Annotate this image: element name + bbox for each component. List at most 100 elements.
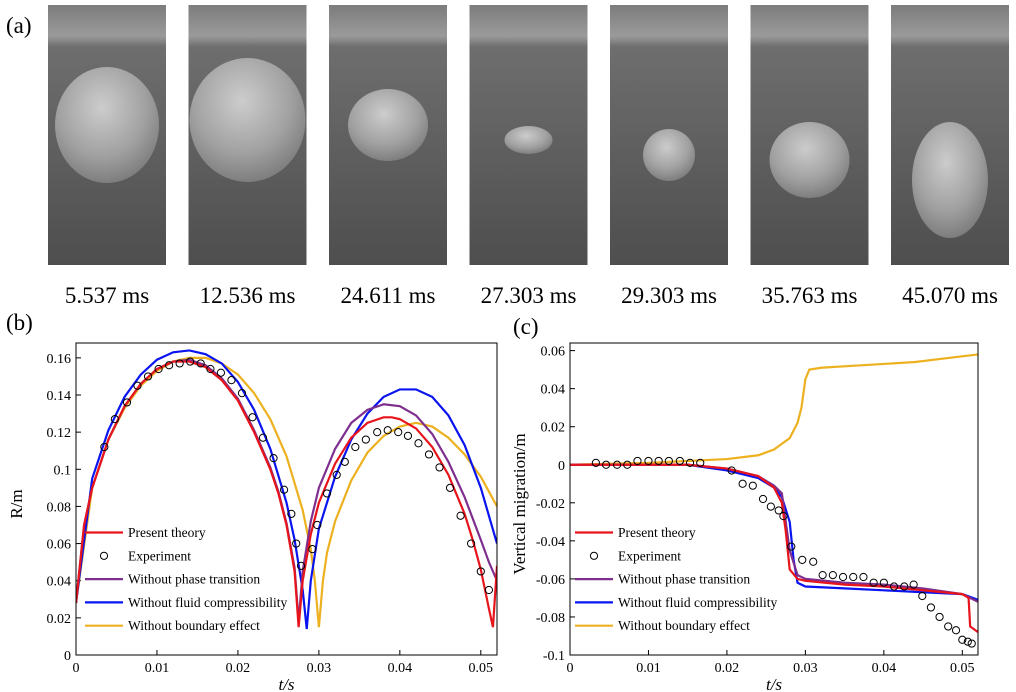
data-point bbox=[216, 368, 226, 377]
frame-time: 5.537 ms bbox=[65, 283, 149, 308]
bubble bbox=[189, 58, 306, 182]
y-tick-label: -0.04 bbox=[536, 535, 565, 550]
legend-marker bbox=[99, 551, 109, 560]
frame-time: 12.536 ms bbox=[200, 283, 296, 308]
y-tick-label: -0.08 bbox=[536, 611, 565, 626]
data-point bbox=[963, 637, 972, 646]
data-point bbox=[654, 456, 663, 466]
data-point bbox=[838, 572, 848, 582]
data-point bbox=[110, 415, 119, 424]
data-point bbox=[766, 502, 775, 511]
data-point bbox=[818, 570, 827, 580]
y-tick-label: 0.1 bbox=[54, 463, 72, 478]
y-tick-label: 0.06 bbox=[541, 345, 566, 360]
y-tick-label: 0.06 bbox=[47, 538, 72, 553]
data-point bbox=[774, 506, 783, 515]
data-point bbox=[313, 520, 322, 530]
data-point bbox=[758, 494, 768, 504]
data-point bbox=[435, 463, 444, 472]
data-point bbox=[951, 626, 961, 635]
y-tick-label: 0.14 bbox=[47, 389, 72, 404]
x-tick-label: 0.02 bbox=[715, 661, 740, 676]
bubble bbox=[55, 67, 159, 183]
data-point bbox=[143, 372, 153, 381]
data-point bbox=[206, 364, 215, 374]
data-point bbox=[186, 357, 195, 366]
data-point bbox=[779, 512, 788, 521]
plot-area: 0 0.01 0.02 0.03 0.04 0.05 -0.1 -0.08 -0.06 -0.04… bbox=[510, 314, 979, 692]
x-axis-label: t/s bbox=[766, 675, 782, 692]
data-point bbox=[675, 456, 684, 466]
legend-label: Without fluid compressibility bbox=[618, 595, 777, 610]
bubble bbox=[348, 89, 428, 161]
data-point bbox=[383, 426, 392, 435]
data-point bbox=[623, 460, 632, 469]
x-tick-label: 0.03 bbox=[793, 661, 818, 676]
data-point bbox=[889, 582, 899, 591]
data-point bbox=[787, 542, 796, 551]
data-point bbox=[279, 485, 289, 494]
axes-frame bbox=[569, 342, 979, 656]
data-point bbox=[332, 470, 341, 479]
y-tick-label: -0.1 bbox=[543, 649, 565, 664]
y-tick-label: 0.08 bbox=[47, 500, 72, 515]
x-tick-label: 0 bbox=[73, 661, 80, 676]
frame-time: 27.303 ms bbox=[481, 283, 577, 308]
data-point bbox=[926, 603, 936, 612]
panel-label: (b) bbox=[6, 310, 33, 335]
frame-time: 24.611 ms bbox=[341, 283, 436, 308]
x-tick-label: 0.02 bbox=[226, 661, 251, 676]
data-point bbox=[828, 570, 837, 580]
data-point bbox=[456, 511, 465, 520]
data-point bbox=[748, 481, 757, 490]
data-point bbox=[258, 433, 268, 442]
legend-label: Without boundary effect bbox=[128, 618, 260, 633]
data-point bbox=[269, 454, 278, 463]
data-point bbox=[296, 561, 306, 570]
data-point bbox=[248, 413, 257, 422]
series-line bbox=[76, 356, 497, 628]
data-point bbox=[967, 639, 976, 648]
y-tick-label: 0.16 bbox=[47, 352, 72, 367]
y-tick-label: 0.02 bbox=[541, 421, 566, 436]
series-line bbox=[76, 349, 497, 630]
y-axis-label: Vertical migration/m bbox=[510, 433, 529, 574]
panel-label: (c) bbox=[513, 314, 539, 339]
y-tick-label: 0 bbox=[64, 649, 71, 664]
data-point bbox=[944, 622, 953, 631]
data-point bbox=[900, 582, 909, 591]
data-point bbox=[361, 435, 370, 444]
series-line bbox=[76, 360, 497, 628]
frame-time: 45.070 ms bbox=[902, 283, 998, 308]
data-point bbox=[601, 460, 611, 469]
x-tick-label: 0 bbox=[567, 661, 574, 676]
bubble bbox=[769, 122, 850, 198]
series-line bbox=[570, 463, 978, 634]
data-point bbox=[644, 456, 653, 466]
data-point bbox=[696, 458, 705, 467]
data-point bbox=[809, 557, 818, 566]
legend-label: Present theory bbox=[618, 525, 696, 540]
frame-strip: 5.537 ms 12.536 ms 24.611 ms 27.303 ms 29.30… bbox=[48, 5, 1009, 308]
bubble bbox=[504, 126, 553, 154]
x-tick-label: 0.03 bbox=[307, 661, 332, 676]
data-point bbox=[738, 479, 747, 488]
data-point bbox=[292, 539, 301, 548]
plot-area: 0 0.01 0.02 0.03 0.04 0.05 0 0.02 0.04 0.06 0.08 0.… bbox=[6, 310, 498, 692]
legend-label: Present theory bbox=[128, 525, 206, 540]
data-point bbox=[476, 567, 485, 576]
data-point bbox=[287, 509, 296, 518]
legend-label: Without phase transition bbox=[618, 572, 750, 587]
data-point bbox=[918, 591, 927, 601]
panel-label: (a) bbox=[6, 13, 32, 38]
data-point bbox=[727, 466, 736, 475]
data-point bbox=[154, 364, 163, 374]
data-point bbox=[466, 539, 476, 548]
bubble bbox=[643, 129, 695, 181]
data-point bbox=[100, 442, 109, 452]
data-point bbox=[165, 361, 174, 370]
data-point bbox=[394, 428, 403, 437]
y-tick-label: -0.06 bbox=[536, 573, 565, 588]
data-point bbox=[351, 442, 360, 452]
